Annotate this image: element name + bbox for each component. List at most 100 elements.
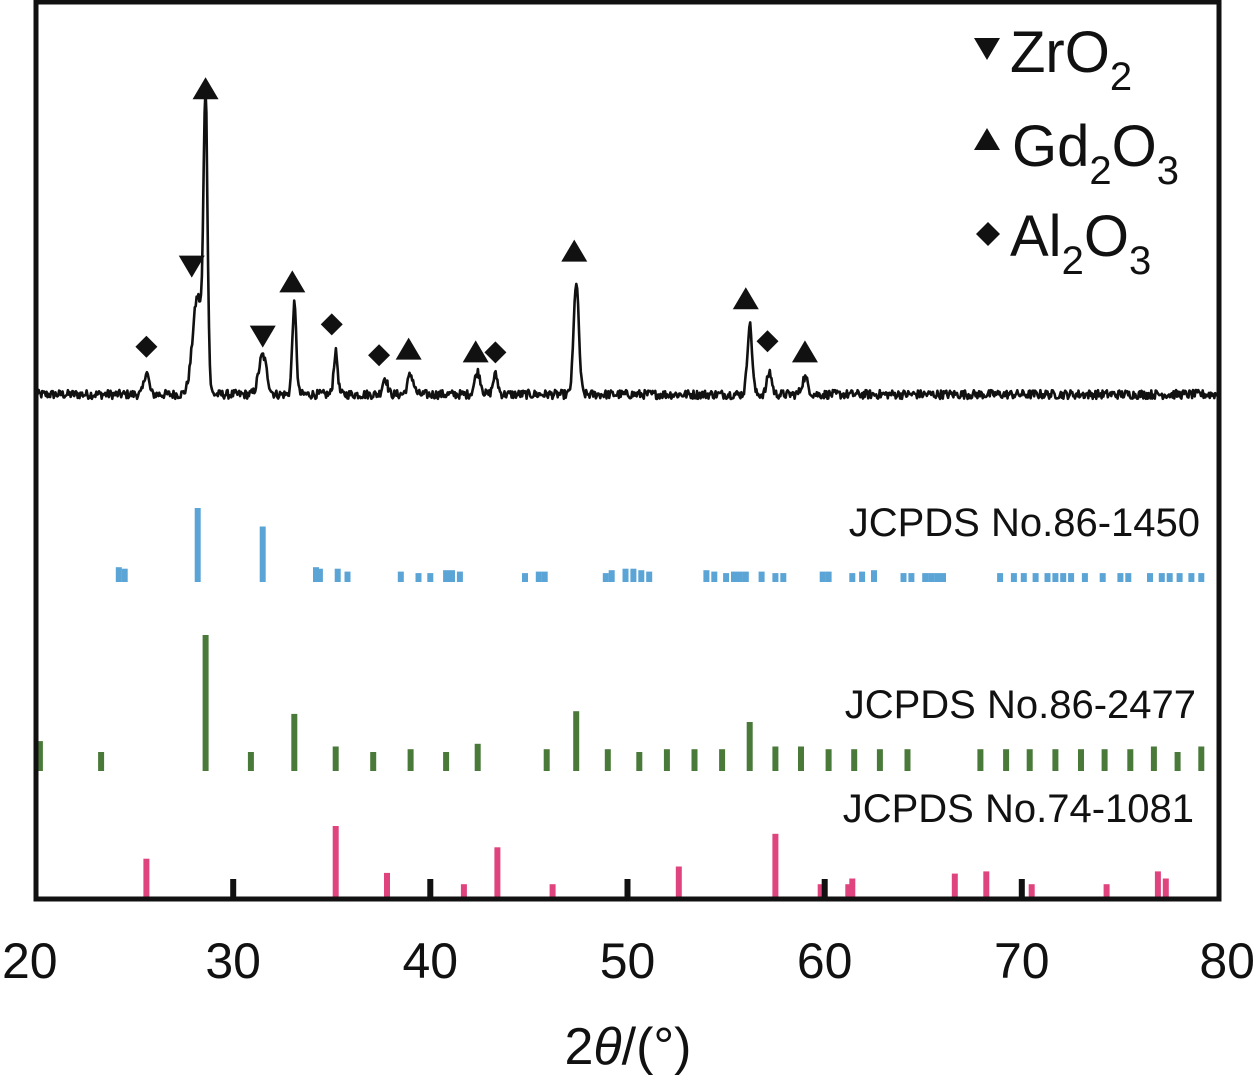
- ref-0-line-30: [772, 573, 779, 582]
- ref-2-line-15: [1154, 871, 1161, 897]
- x-tick-label-80: 80: [1199, 933, 1255, 989]
- x-tick-label-70: 70: [994, 933, 1050, 989]
- ref-2-line-9: [845, 884, 852, 897]
- marker-up-11: [732, 287, 759, 310]
- ref-0-line-18: [608, 570, 615, 582]
- ref-1-line-22: [876, 749, 883, 771]
- ref-0-line-12: [449, 570, 455, 582]
- marker-diamond-6: [368, 344, 391, 367]
- ref-0-line-47: [1044, 573, 1051, 582]
- ref-0-line-23: [703, 570, 710, 582]
- marker-down-3: [249, 325, 276, 348]
- ref-0-line-50: [1068, 573, 1075, 582]
- ref-0-line-51: [1081, 573, 1088, 582]
- ref-1-line-24: [977, 749, 984, 771]
- ref-0-line-15: [535, 571, 542, 582]
- ref-1-line-14: [663, 749, 670, 771]
- ref-0-line-22: [646, 571, 653, 582]
- ref-2-line-11: [951, 873, 958, 897]
- ref-2-line-8: [817, 884, 824, 897]
- ref-1-line-7: [407, 749, 414, 771]
- ref-0-line-27: [736, 571, 743, 582]
- ref-1-line-16: [719, 749, 726, 771]
- ref-2-line-4: [494, 847, 501, 897]
- x-tick-40: [427, 879, 434, 899]
- legend-entry-al2o3: Al2O3: [1010, 204, 1151, 283]
- ref-0-line-2: [194, 508, 201, 582]
- ref-0-line-35: [859, 571, 866, 582]
- marker-diamond-12: [756, 330, 779, 353]
- ref-0-line-48: [1052, 573, 1059, 582]
- ref-2-line-3: [460, 884, 467, 897]
- ref-0-line-25: [723, 573, 730, 582]
- ref-0-line-34: [849, 573, 856, 582]
- ref-0-line-39: [922, 573, 929, 582]
- ref-0-line-8: [397, 571, 404, 582]
- ref-1-line-28: [1078, 749, 1084, 771]
- x-tick-label-60: 60: [797, 933, 853, 989]
- legend-marker-diamond: [976, 222, 1000, 246]
- x-tick-60: [821, 879, 828, 899]
- ref-0-line-11: [443, 570, 450, 582]
- ref-0-line-52: [1099, 573, 1106, 582]
- ref-1-line-32: [1174, 752, 1181, 771]
- ref-1-line-15: [691, 749, 698, 771]
- ref-2-line-0: [143, 858, 150, 897]
- ref-2-line-6: [675, 866, 682, 897]
- x-tick-label-30: 30: [205, 933, 261, 989]
- ref-0-line-33: [825, 571, 832, 582]
- ref-0-line-45: [1020, 573, 1027, 582]
- ref-1-line-26: [1026, 749, 1033, 771]
- ref-0-line-26: [731, 571, 737, 582]
- ref-1-line-2: [202, 635, 209, 771]
- ref-0-line-55: [1147, 573, 1153, 582]
- ref-0-line-1: [121, 568, 128, 582]
- ref-2-line-16: [1162, 878, 1169, 897]
- ref-0-line-43: [997, 573, 1004, 582]
- ref-0-line-41: [934, 573, 941, 582]
- legend-entry-gd2o3: Gd2O3: [1012, 114, 1179, 193]
- x-tick-label-40: 40: [402, 933, 458, 989]
- ref-2-line-1: [332, 826, 339, 897]
- ref-1-line-0: [36, 741, 43, 771]
- ref-1-line-12: [604, 749, 611, 771]
- ref-2-line-10: [849, 878, 856, 897]
- ref-0-line-7: [344, 571, 351, 582]
- ref-1-line-25: [1003, 749, 1010, 771]
- x-tick-70: [1018, 879, 1025, 899]
- xrd-pattern-line: [34, 88, 1220, 401]
- ref-0-line-57: [1166, 573, 1173, 582]
- ref-0-line-13: [456, 571, 463, 582]
- ref-1-line-11: [573, 711, 580, 771]
- legend-marker-down-triangle: [974, 38, 1000, 60]
- marker-down-1: [178, 255, 205, 278]
- legend: ZrO2 Gd2O3 Al2O3: [974, 20, 1179, 283]
- x-tick-30: [230, 879, 237, 899]
- ref-0-line-4: [313, 567, 319, 582]
- ref-0-line-5: [316, 568, 323, 582]
- ref-0-line-59: [1188, 573, 1195, 582]
- ref-1-line-17: [746, 722, 753, 771]
- legend-marker-up-triangle: [974, 128, 1000, 150]
- ref-0-line-60: [1198, 573, 1205, 582]
- ref-0-line-42: [940, 573, 946, 582]
- ref-0-line-19: [622, 568, 629, 582]
- ref-0-line-28: [742, 571, 749, 582]
- ref-0-line-37: [900, 573, 907, 582]
- ref-0-line-56: [1158, 573, 1165, 582]
- ref-0-line-20: [630, 568, 637, 582]
- ref-1-line-10: [543, 749, 550, 771]
- marker-up-2: [192, 77, 219, 100]
- ref-1-line-3: [247, 752, 254, 771]
- marker-up-10: [561, 239, 588, 262]
- ref-0-line-17: [602, 573, 609, 582]
- ref-1-line-9: [474, 743, 481, 771]
- ref-1-line-31: [1150, 746, 1157, 771]
- ref-0-line-6: [334, 568, 341, 582]
- ref-2-line-14: [1103, 884, 1110, 897]
- ref-0-line-10: [427, 573, 434, 582]
- ref-1-line-18: [772, 746, 779, 771]
- ref-0-line-29: [758, 571, 765, 582]
- ref-1-line-5: [332, 746, 339, 771]
- ref-1-line-13: [636, 752, 643, 771]
